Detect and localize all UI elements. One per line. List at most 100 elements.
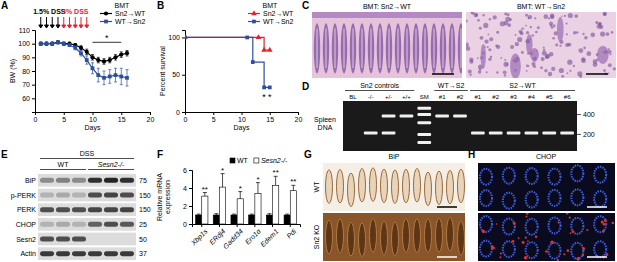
tick: 110 — [19, 27, 35, 34]
error-bar — [214, 214, 218, 215]
mw-label: 25 — [139, 221, 147, 228]
texture — [425, 29, 426, 69]
error-bar — [62, 42, 65, 45]
line-chart: A6070809010011005101520DaysBW (%)BMTSn2→… — [1, 0, 154, 132]
texture — [413, 23, 419, 73]
error-bar — [39, 42, 42, 45]
texture — [597, 46, 609, 64]
tick-mark — [64, 112, 65, 115]
texture — [337, 219, 344, 253]
texture — [477, 19, 480, 22]
texture — [496, 31, 499, 34]
texture — [561, 75, 564, 78]
tick-label: 4 — [183, 185, 187, 192]
tick: 20 — [295, 112, 303, 123]
panel-label: D — [302, 81, 309, 92]
axis-line — [189, 171, 193, 225]
texture — [337, 169, 344, 203]
texture — [482, 230, 485, 233]
blot-band — [40, 207, 54, 212]
texture — [535, 235, 538, 238]
tick-label: 90 — [22, 54, 30, 61]
legend-label: WT — [237, 157, 249, 164]
tick: 15 — [118, 112, 126, 123]
texture — [566, 33, 568, 35]
error-bar — [120, 52, 123, 57]
texture — [520, 31, 524, 35]
lane-label: #3 — [510, 94, 517, 100]
texture — [612, 222, 615, 225]
texture — [526, 31, 529, 34]
texture — [479, 27, 482, 30]
tick-mark — [182, 112, 185, 113]
texture — [503, 70, 507, 74]
error-bar — [274, 176, 278, 185]
texture — [569, 217, 571, 219]
lane-label: #4 — [528, 94, 535, 100]
texture — [605, 253, 608, 256]
blot-band — [56, 222, 70, 227]
tick-label: 20 — [147, 116, 155, 123]
texture — [605, 32, 609, 36]
texture — [496, 223, 498, 225]
texture — [573, 65, 575, 67]
data-point — [267, 47, 273, 52]
tick-mark — [270, 112, 271, 115]
texture — [532, 34, 534, 36]
tick-mark — [219, 224, 220, 227]
blot-band — [88, 222, 102, 227]
y-axis: 60708090100110 — [18, 27, 35, 113]
error-bar — [51, 42, 54, 45]
significance: * — [221, 166, 224, 175]
texture — [582, 254, 584, 256]
row-label: Actin — [20, 250, 36, 257]
texture — [480, 216, 492, 232]
plot-area — [185, 34, 273, 89]
texture — [496, 45, 500, 49]
panel-label: A — [1, 0, 8, 11]
blot-band — [40, 251, 54, 256]
tick: 5 — [212, 112, 216, 123]
data-point — [96, 73, 100, 77]
texture — [495, 45, 498, 48]
image-background — [323, 163, 465, 211]
tick: 4 — [183, 185, 192, 192]
tick-label: Edem1 — [259, 227, 280, 248]
texture — [469, 73, 471, 75]
texture — [504, 59, 506, 61]
texture — [323, 23, 329, 73]
axis-line — [193, 225, 301, 228]
data-point — [108, 58, 112, 62]
texture — [578, 48, 583, 53]
micrograph — [466, 12, 616, 78]
texture — [447, 217, 454, 251]
tick: Gadd34 — [222, 224, 245, 250]
tick-mark — [189, 206, 192, 207]
texture — [540, 66, 543, 69]
micrograph — [323, 213, 465, 261]
texture — [504, 62, 509, 67]
error-bar — [97, 57, 100, 62]
blot-band — [104, 237, 118, 242]
arrow — [85, 17, 89, 28]
tick: 80 — [22, 68, 35, 75]
blot-band — [72, 193, 86, 198]
error-bar — [126, 51, 129, 56]
texture — [392, 222, 399, 256]
plot-area — [196, 174, 297, 224]
texture — [558, 221, 560, 223]
texture — [496, 71, 498, 73]
texture — [395, 23, 401, 73]
texture — [577, 71, 582, 76]
tick: 20 — [147, 112, 155, 123]
texture — [484, 40, 488, 44]
texture — [475, 14, 478, 17]
texture — [517, 37, 522, 42]
texture — [404, 23, 410, 73]
texture — [314, 23, 320, 73]
error-bar — [91, 55, 94, 60]
legend-swatch — [230, 158, 235, 163]
row-label: Spleen — [314, 116, 336, 124]
error-bar — [120, 68, 123, 84]
texture — [353, 29, 354, 69]
